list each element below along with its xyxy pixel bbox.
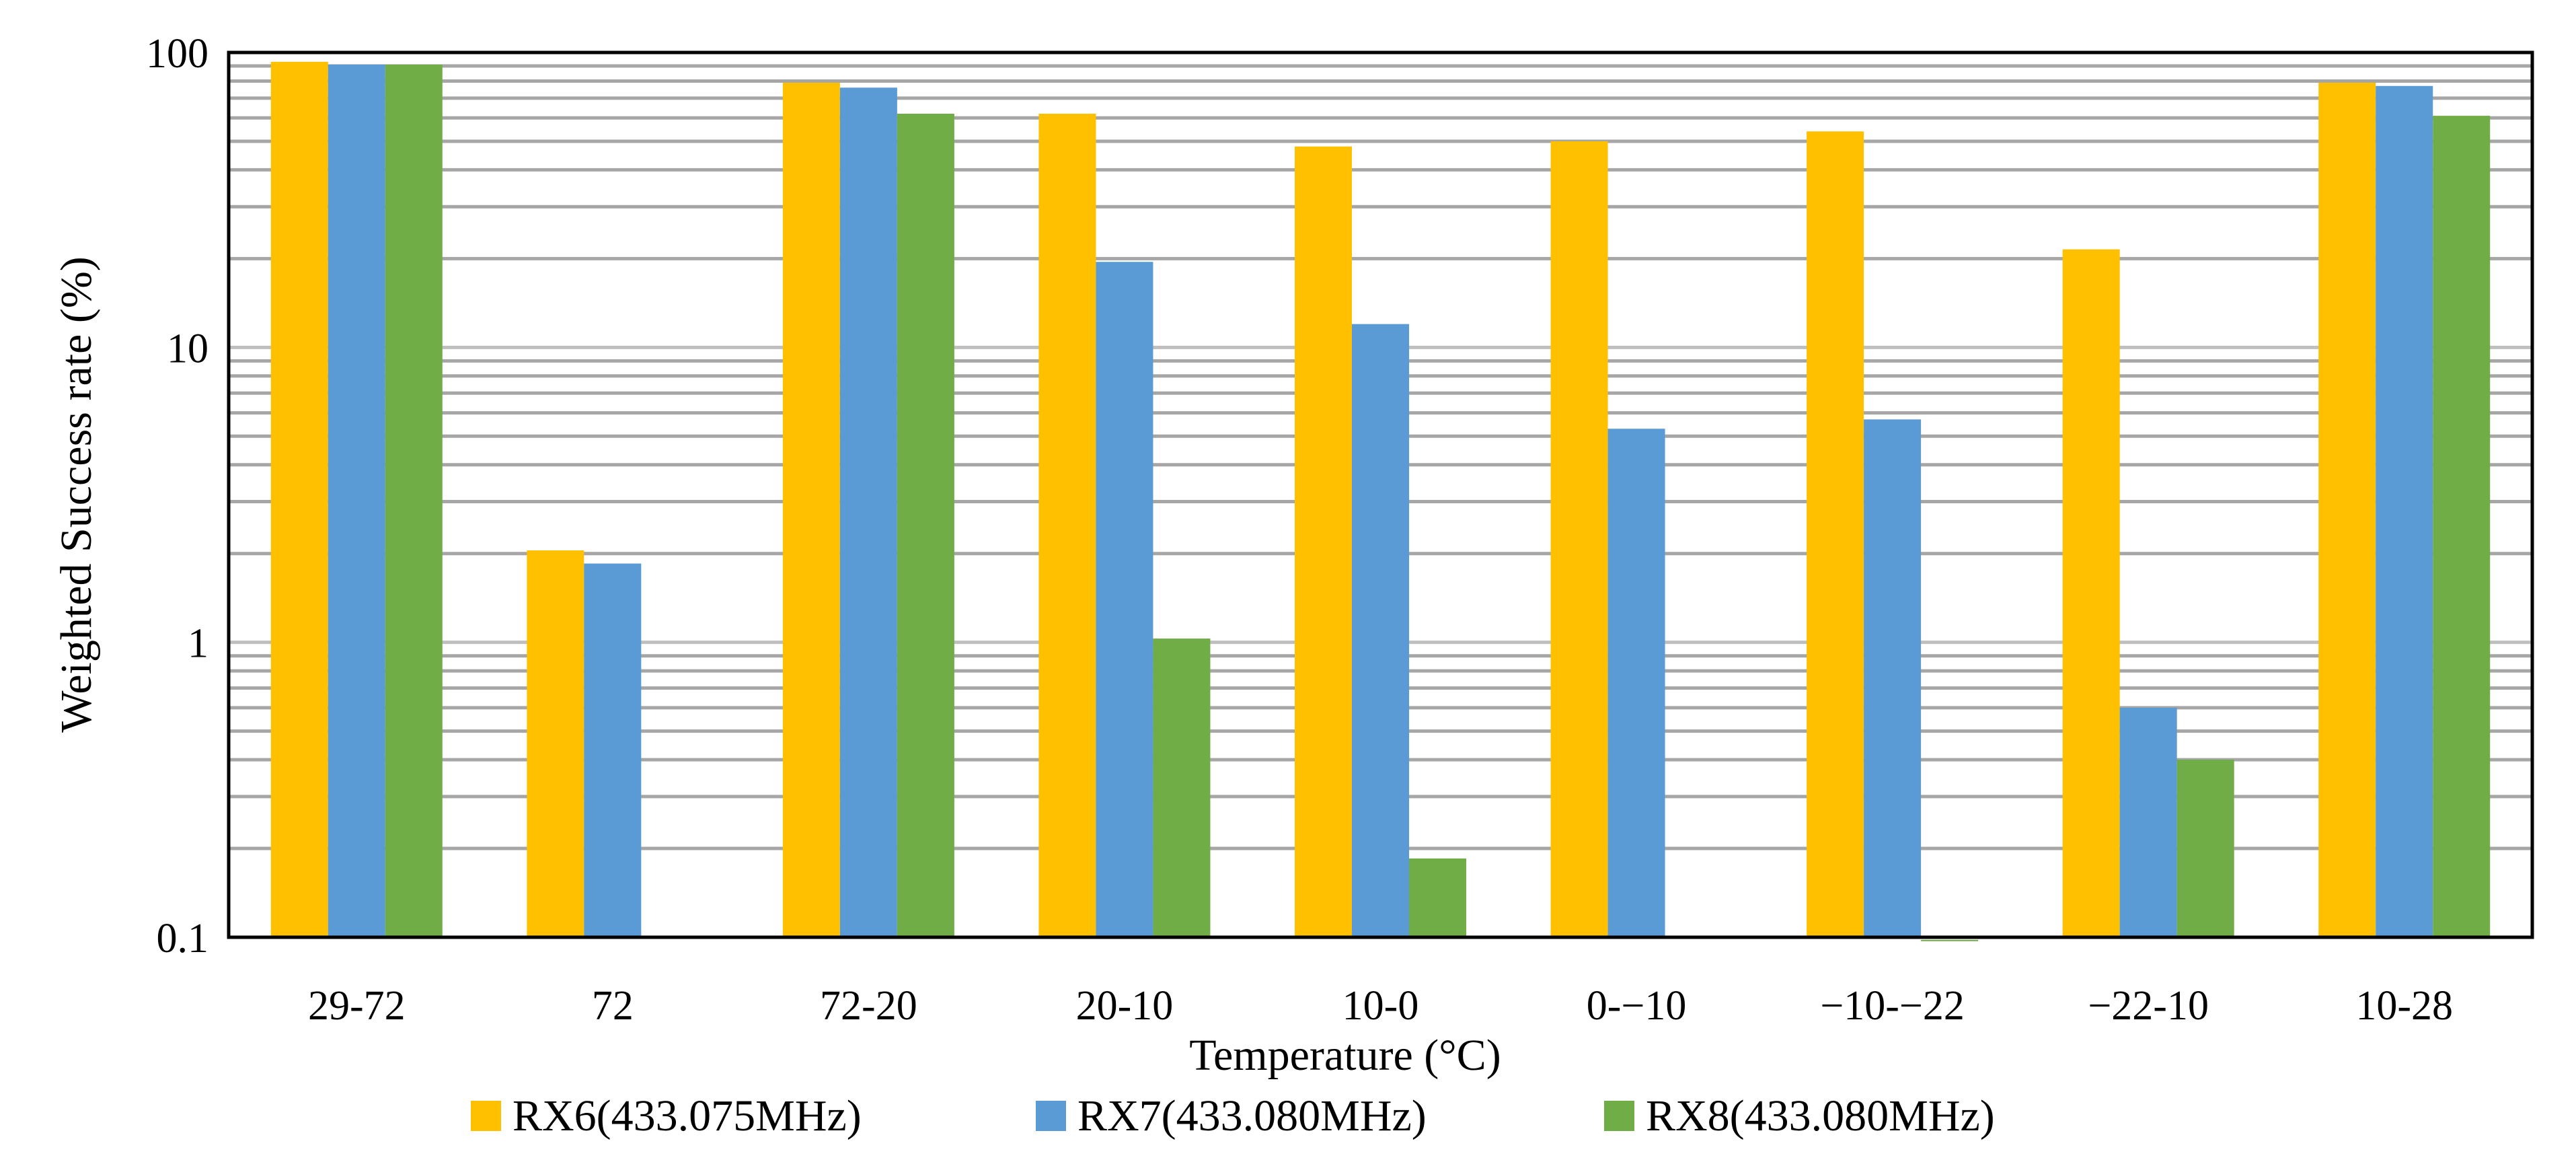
bar-rx6-5 xyxy=(1550,141,1608,938)
x-axis-title: Temperature (°C) xyxy=(1189,1031,1501,1080)
bar-rx7-0 xyxy=(328,64,385,938)
legend-label: RX7(433.080MHz) xyxy=(1077,1091,1427,1140)
legend-label: RX8(433.080MHz) xyxy=(1646,1091,1995,1140)
bar-rx7-4 xyxy=(1352,324,1409,937)
x-axis-tick-labels: 29-72 72 72-20 20-10 10-0 0-−10 −10-−22 −22-10 1… xyxy=(308,983,2453,1029)
bar-rx8-8 xyxy=(2433,116,2491,938)
x-tick-label: 0-−10 xyxy=(1587,983,1687,1029)
bar-rx7-3 xyxy=(1096,262,1153,937)
bar-rx8-4 xyxy=(1409,858,1466,937)
bar-rx6-1 xyxy=(527,550,584,937)
legend-swatch xyxy=(471,1101,501,1131)
bar-rx8-3 xyxy=(1153,639,1211,937)
bar-rx7-2 xyxy=(839,87,897,937)
x-tick-label: 20-10 xyxy=(1076,983,1174,1029)
legend-swatch xyxy=(1604,1101,1634,1131)
x-tick-label: 72 xyxy=(592,983,634,1029)
bar-rx8-7 xyxy=(2176,760,2234,937)
bar-rx7-6 xyxy=(1864,419,1922,937)
legend: RX6(433.075MHz) RX7(433.080MHz) RX8(433.08… xyxy=(471,1091,1995,1140)
bar-rx6-2 xyxy=(782,82,840,938)
bar-rx7-5 xyxy=(1607,429,1665,937)
bar-rx6-8 xyxy=(2318,82,2376,938)
y-tick-label: 100 xyxy=(146,31,209,77)
y-axis-tick-labels: 0.1 1 10 100 xyxy=(146,31,209,961)
x-tick-label: −22-10 xyxy=(2088,983,2209,1029)
y-axis-title: Weighted Success rate (%) xyxy=(52,256,101,733)
legend-label: RX6(433.075MHz) xyxy=(513,1091,862,1140)
bar-rx8-6 xyxy=(1921,939,1979,941)
bar-rx6-0 xyxy=(270,61,328,938)
bar-rx8-2 xyxy=(897,114,954,937)
bar-rx6-7 xyxy=(2062,249,2120,937)
bar-rx7-8 xyxy=(2376,85,2433,938)
x-tick-label: 10-0 xyxy=(1342,983,1419,1029)
x-tick-label: 72-20 xyxy=(820,983,917,1029)
x-tick-label: −10-−22 xyxy=(1820,983,1965,1029)
bar-rx7-7 xyxy=(2119,707,2177,937)
x-tick-label: 29-72 xyxy=(308,983,406,1029)
plot-frame xyxy=(227,50,2534,939)
bar-rx8-0 xyxy=(385,64,443,938)
bars xyxy=(270,61,2491,941)
y-tick-label: 10 xyxy=(167,326,209,371)
x-tick-label: 10-28 xyxy=(2355,983,2453,1029)
legend-swatch xyxy=(1036,1101,1066,1131)
bar-rx7-1 xyxy=(584,563,642,937)
bar-rx6-3 xyxy=(1038,114,1096,937)
y-tick-label: 0.1 xyxy=(157,916,209,961)
bar-rx6-6 xyxy=(1807,131,1864,937)
y-tick-label: 1 xyxy=(188,621,209,667)
bar-rx6-4 xyxy=(1295,146,1352,937)
